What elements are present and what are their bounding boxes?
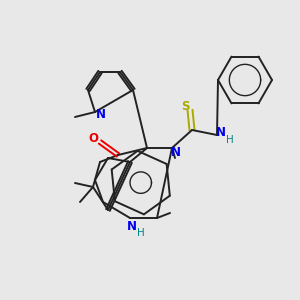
- Text: N: N: [171, 146, 181, 160]
- Text: H: H: [137, 228, 145, 238]
- Text: N: N: [127, 220, 137, 232]
- Text: N: N: [216, 125, 226, 139]
- Text: O: O: [88, 131, 98, 145]
- Text: S: S: [181, 100, 189, 113]
- Text: N: N: [96, 107, 106, 121]
- Text: H: H: [226, 135, 234, 145]
